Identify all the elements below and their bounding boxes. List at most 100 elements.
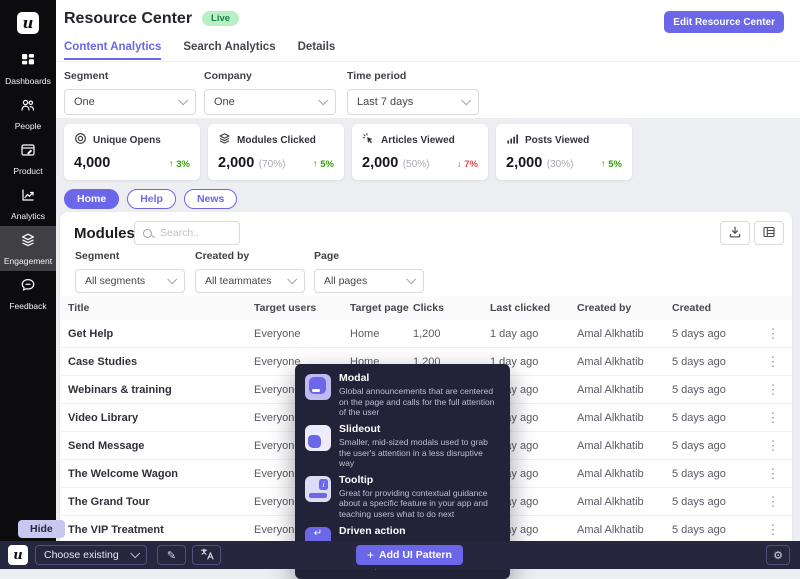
column-header-last-clicked: Last clicked <box>490 302 551 314</box>
stat-label: Articles Viewed <box>381 134 455 146</box>
cell-created: 5 days ago <box>672 411 726 424</box>
select-value: All pages <box>324 275 368 287</box>
stat-cards: Unique Opens 4,000 ↑ 3% Modules Clicked … <box>64 124 632 180</box>
row-menu-icon[interactable]: ⋮ <box>766 382 780 397</box>
table-row[interactable]: Get Help Everyone Home 1,200 1 day ago A… <box>60 320 792 348</box>
sidebar-item-dashboards[interactable]: Dashboards <box>0 46 56 91</box>
plus-icon: + <box>367 548 375 562</box>
cell-title: The VIP Treatment <box>68 523 164 536</box>
chip-home[interactable]: Home <box>64 189 120 209</box>
chip-help[interactable]: Help <box>127 189 176 209</box>
cell-created: 5 days ago <box>672 495 726 508</box>
page-header: Resource Center Live Edit Resource Center… <box>56 0 800 118</box>
chevron-down-icon <box>130 547 141 558</box>
stat-trend: ↓ 7% <box>457 159 478 170</box>
pattern-name: Slideout <box>339 422 381 435</box>
row-menu-icon[interactable]: ⋮ <box>766 522 780 537</box>
app-logo[interactable]: u <box>17 12 39 34</box>
segment-select[interactable]: One <box>64 89 196 115</box>
hide-button[interactable]: Hide <box>18 520 65 538</box>
arrow-up-icon: ↑ <box>600 159 606 170</box>
page-title: Resource Center Live <box>64 10 240 28</box>
builder-bar: u Choose existing ✎ + Add UI Pattern ⚙ <box>0 541 800 569</box>
row-menu-icon[interactable]: ⋮ <box>766 494 780 509</box>
cell-title: Case Studies <box>68 355 138 368</box>
sidebar-item-feedback[interactable]: Feedback <box>0 271 56 316</box>
company-select[interactable]: One <box>204 89 336 115</box>
choose-existing-select[interactable]: Choose existing <box>35 545 147 565</box>
chevron-down-icon <box>461 94 472 105</box>
sidebar-item-engagement[interactable]: Engagement <box>0 226 56 271</box>
column-header-clicks: Clicks <box>413 302 444 314</box>
pattern-option-modal[interactable]: Modal Global announcements that are cent… <box>305 372 500 418</box>
arrow-up-icon: ↑ <box>168 159 174 170</box>
translate-button[interactable] <box>192 545 221 565</box>
search-box[interactable] <box>134 221 240 245</box>
chevron-down-icon <box>406 273 417 284</box>
trend-value: 3% <box>176 159 190 170</box>
sidebar-nav: Dashboards People Product Analytics Enga… <box>0 46 56 316</box>
cell-title: Send Message <box>68 439 145 452</box>
filter-label: Time period <box>347 70 407 82</box>
stat-share: (50%) <box>402 159 430 170</box>
columns-button[interactable] <box>754 221 784 245</box>
row-menu-icon[interactable]: ⋮ <box>766 354 780 369</box>
tab-content-analytics[interactable]: Content Analytics <box>64 41 162 60</box>
filter-label: Created by <box>195 250 250 262</box>
pattern-option-slideout[interactable]: Slideout Smaller, mid-sized modals used … <box>305 423 500 469</box>
pattern-description: Global announcements that are centered o… <box>339 386 495 418</box>
app-logo[interactable]: u <box>8 545 28 565</box>
select-value: Choose existing <box>44 549 119 561</box>
row-menu-icon[interactable]: ⋮ <box>766 438 780 453</box>
pattern-option-tooltip[interactable]: Tooltip Great for providing contextual g… <box>305 474 500 520</box>
row-menu-icon[interactable]: ⋮ <box>766 466 780 481</box>
edit-resource-center-button[interactable]: Edit Resource Center <box>664 11 784 33</box>
chevron-down-icon <box>287 273 298 284</box>
cell-target-users: Everyone <box>254 439 301 452</box>
sidebar-item-people[interactable]: People <box>0 91 56 136</box>
settings-button[interactable]: ⚙ <box>766 545 790 565</box>
tab-search-analytics[interactable]: Search Analytics <box>183 41 276 53</box>
translate-icon <box>200 547 214 563</box>
status-badge: Live <box>202 11 240 26</box>
cell-target-users: Everyone <box>254 523 301 536</box>
download-button[interactable] <box>720 221 750 245</box>
pencil-icon: ✎ <box>166 549 177 562</box>
cell-created-by: Amal Alkhatib <box>577 467 644 480</box>
tab-details[interactable]: Details <box>297 41 336 53</box>
add-ui-pattern-label: Add UI Pattern <box>379 549 452 561</box>
edit-pattern-button[interactable]: ✎ <box>157 545 186 565</box>
sidebar: u Dashboards People Product Analytics En… <box>0 0 56 541</box>
sidebar-item-product[interactable]: Product <box>0 136 56 181</box>
stat-card-articles-viewed: Articles Viewed 2,000 (50%) ↓ 7% <box>352 124 488 180</box>
cell-created: 5 days ago <box>672 355 726 368</box>
pattern-name: Driven action <box>339 524 406 537</box>
filter-company: Company One <box>204 70 336 115</box>
dashboards-icon <box>20 52 36 73</box>
trend-value: 5% <box>320 159 334 170</box>
time-period-select[interactable]: Last 7 days <box>347 89 479 115</box>
teammates-select[interactable]: All teammates <box>195 269 305 293</box>
filter-page: Page All pages <box>314 250 424 293</box>
cell-created-by: Amal Alkhatib <box>577 523 644 536</box>
click-icon <box>362 132 375 148</box>
row-menu-icon[interactable]: ⋮ <box>766 326 780 341</box>
segments-select[interactable]: All segments <box>75 269 185 293</box>
cell-created: 5 days ago <box>672 467 726 480</box>
stat-value: 2,000 <box>506 155 543 171</box>
stat-share: (30%) <box>546 159 574 170</box>
sidebar-item-label: People <box>14 120 42 131</box>
cell-created-by: Amal Alkhatib <box>577 495 644 508</box>
row-menu-icon[interactable]: ⋮ <box>766 410 780 425</box>
add-ui-pattern-button[interactable]: + Add UI Pattern <box>356 545 463 565</box>
cell-target-users: Everyone <box>254 327 301 340</box>
select-value: One <box>214 96 235 108</box>
stat-trend: ↑ 5% <box>601 159 622 170</box>
pages-select[interactable]: All pages <box>314 269 424 293</box>
search-input[interactable] <box>158 226 232 240</box>
sidebar-item-analytics[interactable]: Analytics <box>0 181 56 226</box>
chip-news[interactable]: News <box>183 189 238 209</box>
pattern-name: Tooltip <box>339 473 374 486</box>
arrow-up-icon: ↑ <box>312 159 318 170</box>
stat-value: 2,000 <box>218 155 255 171</box>
